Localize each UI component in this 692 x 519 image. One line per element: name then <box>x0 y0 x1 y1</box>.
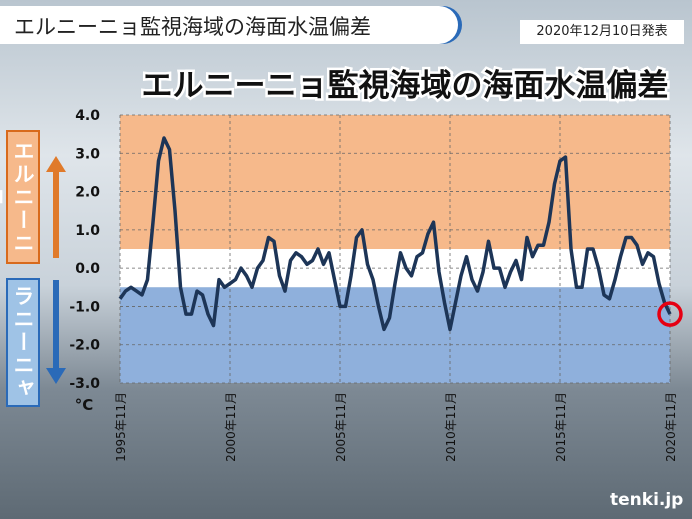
y-tick-label: 2.0 <box>75 185 100 201</box>
x-tick-label: 2015年11月 <box>554 392 568 462</box>
el-nino-label: エルニーニョ <box>0 130 40 264</box>
y-tick-label: -3.0 <box>69 376 100 392</box>
y-tick-label: 0.0 <box>75 261 100 277</box>
latest-highlight <box>657 301 683 327</box>
down-arrow <box>46 280 66 384</box>
y-unit: °C <box>75 396 94 414</box>
x-tick-label: 2010年11月 <box>444 392 458 462</box>
header-banner: エルニーニョ監視海域の海面水温偏差 <box>0 6 458 44</box>
y-tick-label: -2.0 <box>69 338 100 354</box>
issue-date: 2020年12月10日発表 <box>520 20 684 44</box>
up-arrow <box>46 156 66 258</box>
y-tick-label: 3.0 <box>75 146 100 162</box>
logo: tenki.jp <box>610 490 684 510</box>
chart-title: エルニーニョ監視海域の海面水温偏差 <box>142 68 669 104</box>
y-tick-label: 1.0 <box>75 223 100 239</box>
x-tick-label: 1995年11月 <box>114 392 128 462</box>
header-title: エルニーニョ監視海域の海面水温偏差 <box>14 15 371 39</box>
x-tick-label: 2020年11月 <box>664 392 678 462</box>
series-line <box>118 136 672 332</box>
x-tick-label: 2005年11月 <box>334 392 348 462</box>
band <box>120 287 670 383</box>
y-tick-label: -1.0 <box>69 299 100 315</box>
band <box>120 115 670 249</box>
la-nina-label: ラニーニャ <box>6 278 40 407</box>
y-tick-label: 4.0 <box>75 108 100 124</box>
x-tick-label: 2000年11月 <box>224 392 238 462</box>
